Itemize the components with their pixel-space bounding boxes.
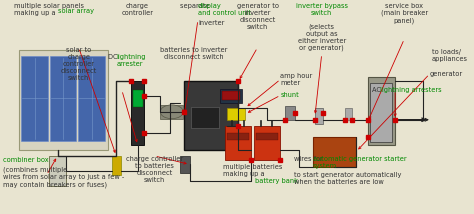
FancyBboxPatch shape [345,108,352,120]
FancyBboxPatch shape [180,156,190,173]
FancyBboxPatch shape [50,56,76,141]
Text: separate: separate [180,3,211,9]
FancyBboxPatch shape [220,89,242,103]
Text: multiple solar panels
making up a: multiple solar panels making up a [14,3,84,16]
FancyBboxPatch shape [255,126,280,160]
Text: AC: AC [372,87,383,93]
FancyBboxPatch shape [191,107,219,128]
Text: DC: DC [109,54,120,60]
Text: batteries to inverter
disconnect switch: batteries to inverter disconnect switch [160,48,227,61]
FancyBboxPatch shape [112,156,121,175]
Text: amp hour
meter: amp hour meter [281,73,313,86]
Ellipse shape [160,105,183,119]
FancyBboxPatch shape [160,105,183,119]
Text: wires for: wires for [294,156,325,162]
Text: generator to
inverter
disconnect
switch: generator to inverter disconnect switch [237,3,279,30]
Text: (selects
output as
either inverter
or generator): (selects output as either inverter or ge… [298,23,346,51]
Text: service box
(main breaker
panel): service box (main breaker panel) [381,3,428,24]
Text: solar to
charge
controller
disconnect
switch: solar to charge controller disconnect sw… [61,48,97,82]
Text: shunt: shunt [281,92,299,98]
FancyBboxPatch shape [285,106,295,120]
Text: combiner box: combiner box [3,157,49,163]
FancyBboxPatch shape [312,137,356,166]
Text: battery bank: battery bank [255,178,298,184]
FancyBboxPatch shape [227,133,249,140]
Text: charge controller
to batteries
disconnect
switch: charge controller to batteries disconnec… [126,156,183,183]
Text: to start generator automatically
when the batteries are low: to start generator automatically when th… [294,172,401,185]
FancyBboxPatch shape [78,56,105,141]
FancyBboxPatch shape [370,83,392,142]
FancyBboxPatch shape [19,50,109,150]
FancyBboxPatch shape [315,108,323,124]
FancyBboxPatch shape [133,90,143,107]
FancyBboxPatch shape [131,82,144,145]
FancyBboxPatch shape [49,156,66,186]
Text: inverter bypass
switch: inverter bypass switch [296,3,348,16]
Text: lightning
arrester: lightning arrester [116,54,146,67]
FancyBboxPatch shape [255,133,278,140]
FancyBboxPatch shape [222,91,240,100]
FancyBboxPatch shape [368,77,395,145]
Text: lightning arresters: lightning arresters [381,87,442,93]
Text: inverter: inverter [198,20,224,26]
FancyBboxPatch shape [227,108,245,120]
Text: (combines multiple
wires from solar array to just a few -
may contain breakers o: (combines multiple wires from solar arra… [3,166,124,187]
FancyBboxPatch shape [21,56,48,141]
Text: solar array: solar array [58,8,94,14]
Text: generator: generator [429,71,463,77]
Text: multiple batteries
making up a: multiple batteries making up a [223,164,283,177]
FancyBboxPatch shape [184,82,238,150]
Text: display
and control unit: display and control unit [198,3,251,16]
FancyBboxPatch shape [226,126,251,160]
Text: to loads/
appliances: to loads/ appliances [432,49,468,62]
Text: charge
controller: charge controller [121,3,154,16]
Text: automatic generator starter
system: automatic generator starter system [312,156,406,169]
